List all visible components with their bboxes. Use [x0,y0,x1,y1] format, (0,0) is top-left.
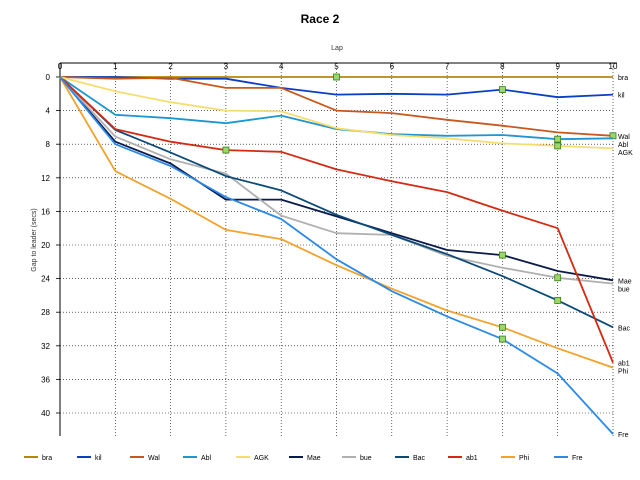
legend-label-Bac: Bac [413,455,426,462]
legend-label-ab1: ab1 [466,455,478,462]
x-tick-label: 1 [113,62,118,71]
series-end-label-Mae: Mae [618,278,632,285]
y-tick-label: 0 [46,73,51,82]
series-line-Wal [59,76,614,137]
legend-label-kil: kil [95,455,102,462]
series-marker-Bac [554,297,562,304]
x-tick-label: 8 [500,62,505,71]
chart-title: Race 2 [300,12,340,26]
y-tick-label: 24 [41,275,50,284]
series-end-label-bue: bue [618,286,630,293]
y-tick-label: 40 [41,409,50,418]
series-end-label-Abl: Abl [618,142,629,149]
y-tick-label: 8 [46,140,51,149]
legend-label-Wal: Wal [148,455,160,462]
x-tick-label: 0 [58,62,63,71]
series-marker-AGK [554,142,562,150]
y-axis-label: Gap to leader (secs) [31,208,38,271]
y-tick-label: 36 [41,375,50,384]
y-tick-label: 20 [41,241,50,250]
series-marker-bue [554,274,562,282]
x-tick-label: 9 [555,62,560,71]
series-end-label-AGK: AGK [618,150,633,157]
y-tick-label: 12 [41,174,50,183]
y-tick-label: 32 [41,342,50,351]
series-line-bue [59,76,614,285]
x-tick-label: 2 [168,62,173,71]
series-line-Phi [59,76,614,369]
legend-label-Phi: Phi [519,455,530,462]
series-line-AGK [59,76,614,150]
series-line-Mae [59,76,614,282]
axis-layer: Lap Gap to leader (secs) 0 1 2 3 4 5 6 7 8 9 10048… [31,45,618,436]
y-tick-label: 28 [41,308,50,317]
series-end-label-kil: kil [618,93,625,100]
x-tick-label: 6 [390,62,395,71]
grid-layer [60,63,614,436]
series-end-label-bra: bra [618,75,628,82]
legend-label-Mae: Mae [307,455,321,462]
legend-label-bue: bue [360,455,372,462]
series-end-label-Phi: Phi [618,369,629,376]
y-tick-label: 16 [41,207,50,216]
y-tick-label: 4 [46,107,51,116]
legend-label-AGK: AGK [254,455,269,462]
legend-label-bra: bra [42,455,52,462]
legend-label-Fre: Fre [572,455,583,462]
x-tick-label: 4 [279,62,284,71]
x-tick-label: 3 [224,62,229,71]
series-marker-Fre [498,335,506,343]
series-marker-bra [333,73,340,81]
legend: bra kil Wal Abl AGK Mae bue Bac ab1 Phi Fre [24,455,583,462]
series-line-ab1 [59,76,614,363]
x-tick-label: 5 [334,62,339,71]
series-marker-kil [498,86,506,93]
x-axis-label: Lap [331,45,343,52]
series-marker-ab1 [222,146,230,154]
series-end-label-Fre: Fre [618,432,629,439]
x-tick-label: 7 [445,62,450,71]
series-line-Bac [59,76,614,329]
series-marker-Abl [554,135,562,143]
legend-label-Abl: Abl [201,455,212,462]
series-end-label-ab1: ab1 [618,361,630,368]
series-end-label-Bac: Bac [618,325,631,332]
series-marker-Phi [498,323,506,331]
series-marker-Mae [498,251,506,259]
series-line-Fre [59,76,614,435]
x-tick-label: 10 [609,62,618,71]
series-end-label-Wal: Wal [618,134,630,141]
